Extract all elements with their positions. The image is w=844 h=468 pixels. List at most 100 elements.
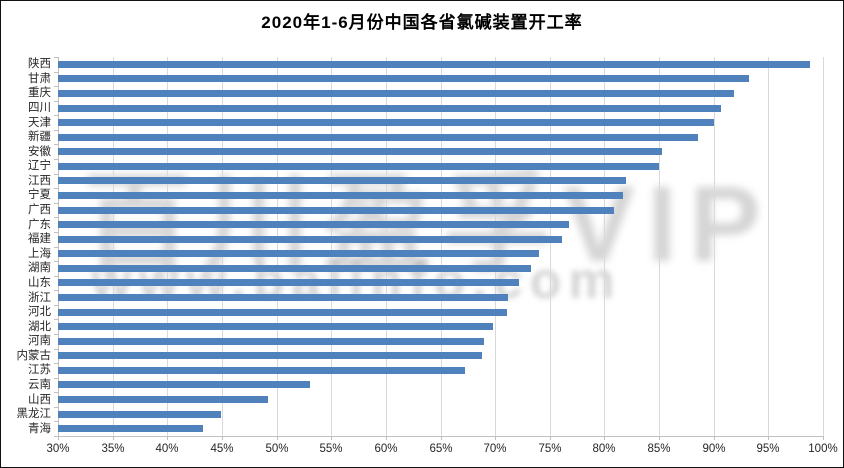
y-axis-label: 山东: [28, 277, 51, 289]
y-axis-tick: [54, 363, 58, 364]
y-axis-tick: [54, 392, 58, 393]
y-axis-tick: [54, 174, 58, 175]
y-axis-tick: [54, 57, 58, 58]
y-axis-label: 江西: [28, 175, 51, 187]
x-axis-label: 30%: [46, 443, 70, 455]
x-axis-label: 85%: [647, 443, 671, 455]
y-axis-tick: [54, 130, 58, 131]
x-axis-label: 60%: [374, 443, 398, 455]
y-axis-label: 四川: [28, 102, 51, 114]
x-axis-label: 65%: [429, 443, 453, 455]
y-axis-tick: [54, 86, 58, 87]
y-axis-tick: [54, 421, 58, 422]
y-axis-tick: [54, 188, 58, 189]
bar-江西: [58, 177, 626, 184]
x-gridline: [659, 57, 660, 436]
x-axis-line: [54, 436, 823, 437]
x-axis-tick: [113, 436, 114, 440]
y-axis-label: 重庆: [28, 87, 51, 99]
x-gridline: [768, 57, 769, 436]
x-axis-tick: [659, 436, 660, 440]
bar-四川: [58, 105, 721, 112]
y-axis-label: 河北: [28, 306, 51, 318]
bar-浙江: [58, 294, 508, 301]
y-axis-tick: [54, 203, 58, 204]
x-axis-label: 50%: [265, 443, 289, 455]
y-axis-tick: [54, 290, 58, 291]
y-axis-tick: [54, 247, 58, 248]
x-axis-tick: [714, 436, 715, 440]
x-axis-tick: [768, 436, 769, 440]
y-axis-tick: [54, 101, 58, 102]
x-gridline: [441, 57, 442, 436]
bar-云南: [58, 381, 310, 388]
x-gridline: [277, 57, 278, 436]
y-axis-tick: [54, 407, 58, 408]
y-axis-tick: [54, 261, 58, 262]
bar-山东: [58, 279, 519, 286]
y-axis-tick: [54, 72, 58, 73]
y-axis-tick: [54, 159, 58, 160]
bar-江苏: [58, 367, 465, 374]
x-axis-tick: [495, 436, 496, 440]
x-axis-tick: [331, 436, 332, 440]
x-gridline: [331, 57, 332, 436]
x-axis-tick: [222, 436, 223, 440]
y-axis-tick: [54, 334, 58, 335]
y-axis-label: 辽宁: [28, 160, 51, 172]
y-axis-tick: [54, 144, 58, 145]
x-axis-tick: [386, 436, 387, 440]
bar-安徽: [58, 148, 662, 155]
y-axis-label: 浙江: [28, 292, 51, 304]
x-gridline: [823, 57, 824, 436]
y-axis-label: 江苏: [28, 364, 51, 376]
y-axis-label: 河南: [28, 335, 51, 347]
bar-湖南: [58, 265, 531, 272]
bar-陕西: [58, 61, 810, 68]
x-axis-label: 40%: [155, 443, 179, 455]
bar-重庆: [58, 90, 734, 97]
x-axis-label: 95%: [756, 443, 780, 455]
y-axis-label: 山西: [28, 394, 51, 406]
y-axis-tick: [54, 436, 58, 437]
x-axis-label: 100%: [808, 443, 838, 455]
bar-黑龙江: [58, 411, 221, 418]
y-axis-tick: [54, 232, 58, 233]
y-axis-label: 甘肃: [28, 73, 51, 85]
bar-河北: [58, 309, 507, 316]
bar-湖北: [58, 323, 493, 330]
y-axis-tick: [54, 378, 58, 379]
x-axis-tick: [277, 436, 278, 440]
x-axis-tick: [441, 436, 442, 440]
x-gridline: [714, 57, 715, 436]
y-axis-label: 湖北: [28, 321, 51, 333]
y-axis-label: 黑龙江: [16, 408, 52, 420]
bar-内蒙古: [58, 352, 482, 359]
x-axis-label: 45%: [210, 443, 234, 455]
y-axis-tick: [54, 305, 58, 306]
bar-福建: [58, 236, 562, 243]
x-axis-tick: [167, 436, 168, 440]
bar-辽宁: [58, 163, 659, 170]
y-axis-label: 新疆: [28, 131, 51, 143]
x-gridline: [550, 57, 551, 436]
bar-广西: [58, 207, 614, 214]
x-axis-label: 35%: [101, 443, 125, 455]
bar-青海: [58, 425, 203, 432]
bar-天津: [58, 119, 714, 126]
chart-title: 2020年1-6月份中国各省氯碱装置开工率: [261, 13, 583, 32]
y-axis-label: 内蒙古: [16, 350, 52, 362]
x-axis-label: 80%: [592, 443, 616, 455]
bar-广东: [58, 221, 569, 228]
bar-新疆: [58, 134, 698, 141]
bar-甘肃: [58, 75, 749, 82]
bar-山西: [58, 396, 268, 403]
y-axis-label: 青海: [28, 423, 51, 435]
y-axis-label: 广西: [28, 204, 51, 216]
x-axis-tick: [58, 436, 59, 440]
y-axis-label: 云南: [28, 379, 51, 391]
x-gridline: [113, 57, 114, 436]
y-axis-tick: [54, 217, 58, 218]
x-gridline: [604, 57, 605, 436]
y-axis-label: 陕西: [28, 58, 51, 70]
